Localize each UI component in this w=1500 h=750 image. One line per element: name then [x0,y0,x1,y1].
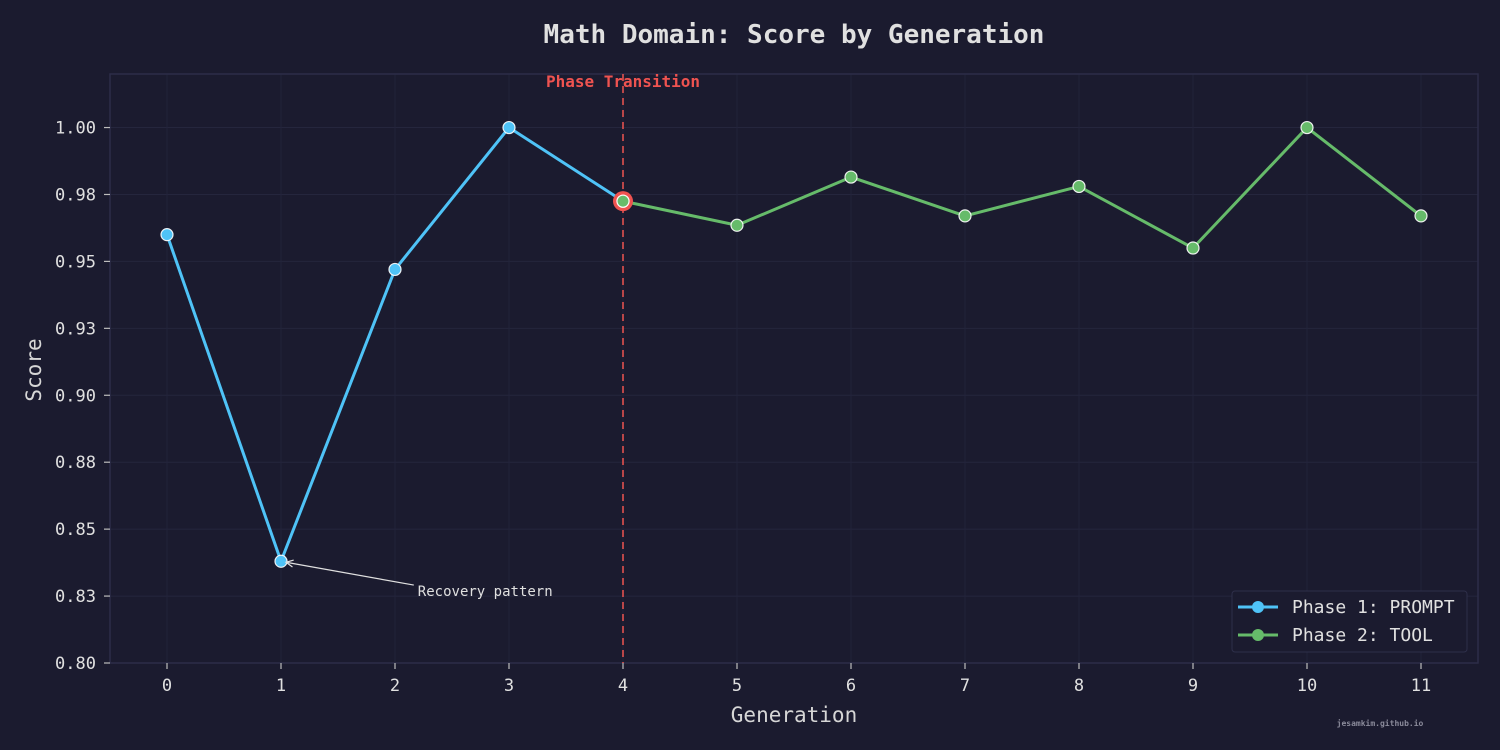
data-point-1 [388,262,402,277]
x-tick-label: 5 [732,676,742,696]
legend-swatch-marker-1 [1252,601,1264,613]
data-point-2 [616,194,630,208]
annotation-group: Recovery pattern [284,559,553,600]
data-point-2 [1072,179,1086,194]
legend-label-1: Phase 1: PROMPT [1292,597,1455,618]
y-tick-label: 0.88 [55,453,96,473]
data-point-1 [274,554,288,568]
data-point-2 [730,218,744,232]
data-point-2 [1186,241,1200,255]
annotation-arrow [285,561,414,586]
chart-title: Math Domain: Score by Generation [544,20,1045,50]
y-tick-label: 0.90 [55,386,96,406]
series-group [160,120,1428,568]
legend-label-2: Phase 2: TOOL [1292,625,1433,646]
data-point-2 [844,170,858,184]
y-axis-label: Score [22,338,46,401]
annotation-label: Recovery pattern [418,584,553,600]
axis-ticks: 0.80 0.83 0.85 0.88 0.90 0.93 0.95 0.98 1.00 0 1 2 3… [55,119,1431,696]
y-tick-label: 0.80 [55,654,96,674]
data-point-1 [502,120,516,135]
data-point-2 [1300,120,1314,135]
y-tick-label: 1.00 [55,119,96,139]
x-tick-label: 1 [276,676,286,696]
transition-group: Phase Transition [546,72,700,663]
x-tick-label: 10 [1297,676,1317,696]
x-axis-label: Generation [731,703,857,727]
series-line-2 [621,126,1423,250]
x-tick-label: 8 [1074,676,1084,696]
legend-swatch-marker-2 [1252,629,1264,641]
x-tick-label: 7 [960,676,970,696]
legend-box [1231,590,1468,653]
y-tick-label: 0.98 [55,185,96,205]
x-tick-label: 3 [504,676,514,696]
x-tick-label: 9 [1188,676,1198,696]
y-tick-label: 0.85 [55,520,96,540]
x-tick-label: 11 [1411,676,1431,696]
data-point-1 [160,228,174,242]
y-tick-label: 0.95 [55,252,96,272]
x-tick-label: 4 [618,676,628,696]
plot-frame [109,73,1479,664]
x-tick-label: 6 [846,676,856,696]
y-tick-label: 0.83 [55,587,96,607]
x-tick-label: 0 [162,676,172,696]
data-point-2 [1414,209,1428,223]
x-tick-label: 2 [390,676,400,696]
legend: Phase 1: PROMPT Phase 2: TOOL [1231,590,1468,653]
data-point-2 [958,209,972,223]
watermark: jesamkim.github.io [1337,718,1424,728]
annotation-arrowhead [284,559,294,568]
y-tick-label: 0.93 [55,319,96,339]
phase-transition-label: Phase Transition [546,72,700,91]
